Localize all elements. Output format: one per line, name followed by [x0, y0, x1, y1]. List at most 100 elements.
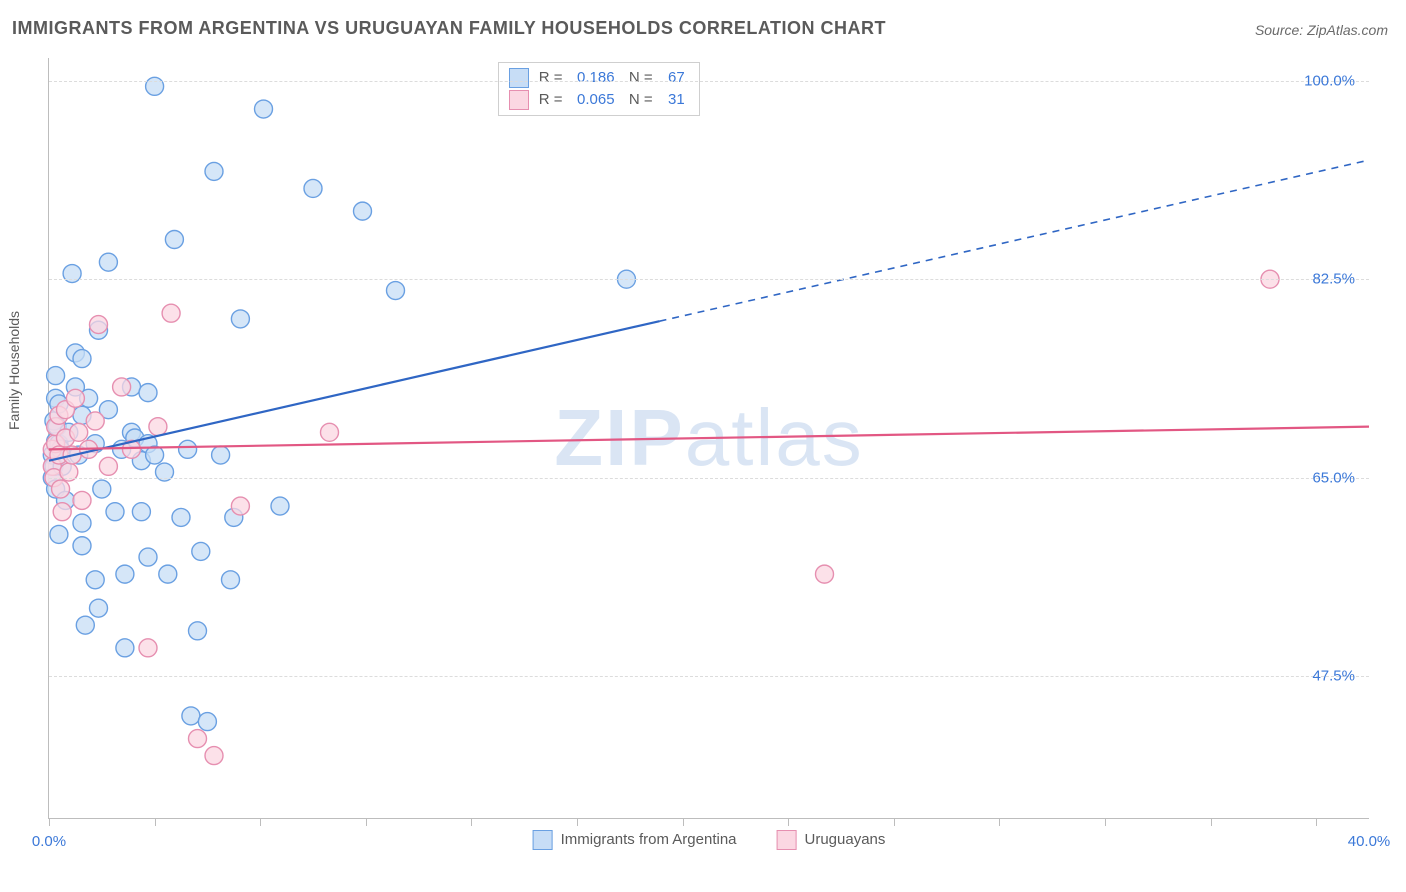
data-point — [90, 316, 108, 334]
data-point — [172, 508, 190, 526]
x-tick — [155, 818, 156, 826]
data-point — [86, 412, 104, 430]
x-axis-label: 40.0% — [1348, 833, 1391, 850]
data-point — [321, 423, 339, 441]
data-point — [53, 503, 71, 521]
gridline — [49, 81, 1369, 82]
legend-n-label: N = — [621, 89, 653, 111]
data-point — [76, 616, 94, 634]
source-credit: Source: ZipAtlas.com — [1255, 22, 1388, 38]
legend-n-value: 31 — [657, 89, 685, 111]
data-point — [816, 565, 834, 583]
series-name: Uruguayans — [805, 831, 886, 848]
trend-line-dashed — [660, 160, 1370, 321]
data-point — [255, 100, 273, 118]
data-point — [182, 707, 200, 725]
data-point — [90, 599, 108, 617]
data-point — [73, 350, 91, 368]
data-point — [132, 503, 150, 521]
data-point — [165, 230, 183, 248]
data-point — [50, 525, 68, 543]
data-point — [139, 639, 157, 657]
data-point — [139, 548, 157, 566]
data-point — [354, 202, 372, 220]
data-point — [192, 542, 210, 560]
data-point — [116, 565, 134, 583]
y-tick-label: 82.5% — [1312, 271, 1355, 288]
data-point — [231, 310, 249, 328]
data-point — [231, 497, 249, 515]
data-point — [271, 497, 289, 515]
data-point — [99, 253, 117, 271]
chart-svg-layer — [49, 58, 1369, 818]
source-value: ZipAtlas.com — [1307, 22, 1388, 38]
source-label: Source: — [1255, 22, 1307, 38]
y-tick-label: 47.5% — [1312, 668, 1355, 685]
data-point — [162, 304, 180, 322]
x-axis-label: 0.0% — [32, 833, 66, 850]
x-tick — [1316, 818, 1317, 826]
legend-row: R =0.065 N =31 — [509, 89, 689, 111]
y-tick-label: 65.0% — [1312, 469, 1355, 486]
data-point — [198, 713, 216, 731]
data-point — [189, 730, 207, 748]
legend-swatch — [777, 830, 797, 850]
gridline — [49, 478, 1369, 479]
data-point — [222, 571, 240, 589]
x-tick — [49, 818, 50, 826]
x-tick — [999, 818, 1000, 826]
x-tick — [683, 818, 684, 826]
trend-line — [49, 427, 1369, 450]
legend-swatch — [509, 90, 529, 110]
x-tick — [577, 818, 578, 826]
legend-n-value: 67 — [657, 67, 685, 89]
chart-title: IMMIGRANTS FROM ARGENTINA VS URUGUAYAN F… — [12, 18, 886, 39]
data-point — [212, 446, 230, 464]
data-point — [189, 622, 207, 640]
x-tick — [788, 818, 789, 826]
data-point — [86, 571, 104, 589]
series-legend: Immigrants from Argentina Uruguayans — [533, 830, 886, 850]
series-name: Immigrants from Argentina — [561, 831, 737, 848]
legend-row: R =0.186 N =67 — [509, 67, 689, 89]
gridline — [49, 279, 1369, 280]
data-point — [113, 378, 131, 396]
data-point — [179, 440, 197, 458]
data-point — [139, 384, 157, 402]
legend-n-label: N = — [621, 67, 653, 89]
legend-swatch — [533, 830, 553, 850]
y-tick-label: 100.0% — [1304, 72, 1355, 89]
chart-plot-area: ZIPatlas R =0.186 N =67R =0.065 N =31 Im… — [48, 58, 1369, 819]
data-point — [52, 480, 70, 498]
x-tick — [260, 818, 261, 826]
series-legend-item: Immigrants from Argentina — [533, 830, 737, 850]
data-point — [205, 162, 223, 180]
data-point — [387, 282, 405, 300]
x-tick — [366, 818, 367, 826]
data-point — [304, 179, 322, 197]
data-point — [73, 537, 91, 555]
data-point — [159, 565, 177, 583]
x-tick — [894, 818, 895, 826]
data-point — [73, 514, 91, 532]
x-tick — [1105, 818, 1106, 826]
series-legend-item: Uruguayans — [777, 830, 886, 850]
data-point — [205, 747, 223, 765]
data-point — [99, 457, 117, 475]
x-tick — [1211, 818, 1212, 826]
legend-swatch — [509, 68, 529, 88]
data-point — [149, 418, 167, 436]
legend-r-label: R = — [539, 89, 563, 111]
data-point — [73, 491, 91, 509]
legend-r-value: 0.186 — [567, 67, 615, 89]
data-point — [47, 367, 65, 385]
legend-r-value: 0.065 — [567, 89, 615, 111]
gridline — [49, 676, 1369, 677]
data-point — [66, 389, 84, 407]
data-point — [93, 480, 111, 498]
data-point — [70, 423, 88, 441]
data-point — [116, 639, 134, 657]
data-point — [106, 503, 124, 521]
x-tick — [471, 818, 472, 826]
legend-r-label: R = — [539, 67, 563, 89]
